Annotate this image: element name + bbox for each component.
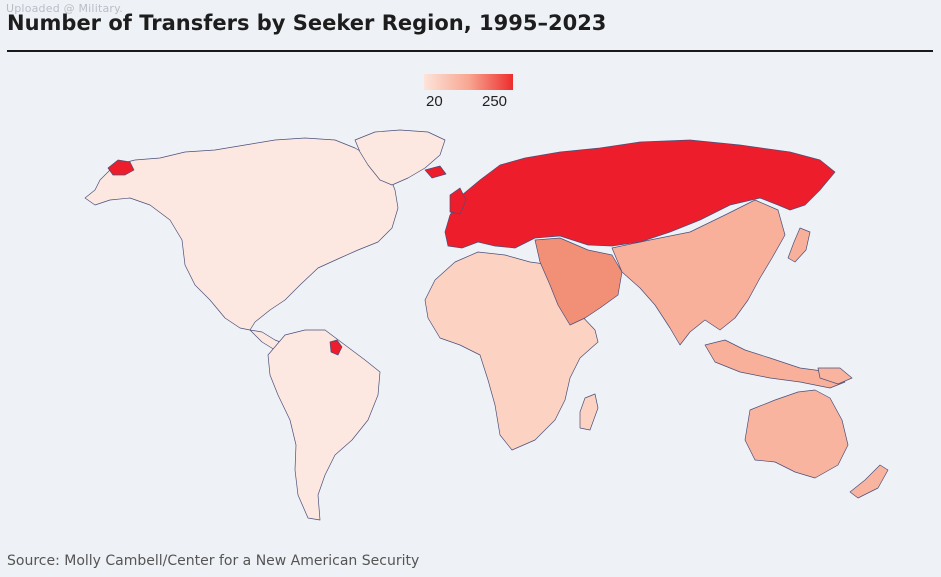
region-north-america[interactable]	[84, 137, 399, 331]
region-africa[interactable]	[424, 251, 599, 451]
legend-gradient-bar	[424, 74, 513, 90]
region-french-guiana[interactable]	[329, 339, 343, 356]
region-papua-new-guinea[interactable]	[817, 367, 853, 385]
world-map	[84, 129, 889, 521]
region-new-zealand[interactable]	[849, 464, 889, 499]
region-asia[interactable]	[611, 199, 786, 346]
legend-max-label: 250	[482, 93, 508, 110]
region-south-america[interactable]	[267, 329, 381, 521]
region-alaska-highlight[interactable]	[107, 159, 135, 176]
region-australia[interactable]	[744, 389, 849, 479]
title-divider	[7, 50, 933, 52]
legend-min-label: 20	[426, 93, 443, 110]
region-iceland[interactable]	[424, 165, 447, 179]
region-europe-russia[interactable]	[444, 139, 836, 249]
region-japan[interactable]	[787, 227, 811, 263]
region-southeast-asia[interactable]	[704, 339, 846, 389]
color-legend: 20 250	[424, 74, 514, 110]
watermark-text: Uploaded @ Military.	[6, 2, 123, 15]
legend-labels: 20 250	[424, 90, 514, 110]
region-middle-east[interactable]	[534, 237, 623, 326]
region-madagascar[interactable]	[579, 393, 599, 431]
map-title: Number of Transfers by Seeker Region, 19…	[7, 11, 607, 35]
source-note: Source: Molly Cambell/Center for a New A…	[7, 553, 420, 569]
region-british-isles[interactable]	[449, 187, 467, 215]
region-greenland[interactable]	[354, 129, 446, 186]
